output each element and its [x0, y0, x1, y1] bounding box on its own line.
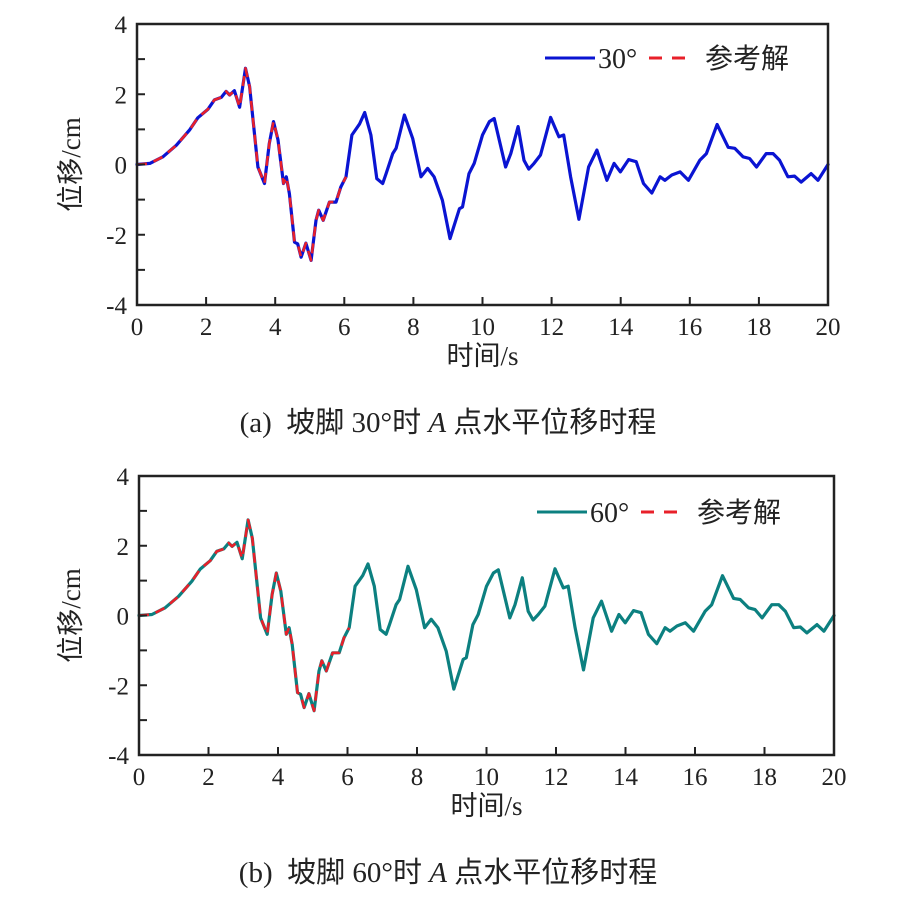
y-axis-label: 位移/cm — [56, 568, 86, 663]
x-axis-label: 时间/s — [446, 341, 518, 371]
x-tick-label: 12 — [544, 764, 569, 791]
y-tick-label: 4 — [115, 12, 128, 39]
x-tick-label: 0 — [131, 314, 144, 341]
x-tick-label: 6 — [338, 314, 351, 341]
x-tick-label: 14 — [613, 764, 639, 791]
legend-label-reference: 参考解 — [697, 497, 781, 529]
caption-text: (b) 坡脚 60°时 — [239, 856, 429, 889]
y-tick-label: 2 — [117, 534, 130, 561]
x-axis-label: 时间/s — [450, 791, 522, 821]
y-tick-label: 0 — [115, 153, 128, 180]
x-tick-label: 6 — [341, 764, 354, 791]
y-tick-label: -4 — [106, 293, 127, 320]
legend-label-angle: 30° — [598, 44, 637, 75]
y-tick-label: -2 — [106, 223, 127, 250]
x-tick-label: 2 — [202, 764, 215, 791]
series-line-reference — [138, 518, 351, 713]
legend-label-angle: 60° — [590, 498, 629, 529]
x-tick-label: 16 — [683, 764, 708, 791]
y-tick-label: 0 — [117, 604, 130, 631]
figure-caption: (a) 坡脚 30°时 A 点水平位移时程 — [240, 406, 657, 439]
caption-text: 点水平位移时程 — [447, 856, 657, 889]
x-tick-label: 0 — [133, 764, 146, 791]
x-tick-label: 8 — [407, 314, 420, 341]
x-tick-label: 10 — [474, 764, 499, 791]
figure-caption: (b) 坡脚 60°时 A 点水平位移时程 — [239, 856, 657, 889]
legend-label-reference: 参考解 — [705, 43, 789, 75]
x-tick-label: 14 — [608, 314, 634, 341]
x-tick-label: 2 — [200, 314, 213, 341]
caption-text: (a) 坡脚 30°时 — [240, 406, 429, 439]
x-tick-label: 4 — [272, 764, 285, 791]
x-tick-label: 18 — [746, 314, 771, 341]
caption-point-label: A — [426, 407, 446, 439]
x-tick-label: 12 — [539, 314, 564, 341]
y-tick-label: -4 — [108, 743, 129, 770]
x-tick-label: 20 — [816, 314, 841, 341]
x-tick-label: 18 — [752, 764, 777, 791]
x-tick-label: 20 — [822, 764, 847, 791]
x-tick-label: 16 — [677, 314, 702, 341]
x-tick-label: 10 — [470, 314, 495, 341]
x-tick-label: 8 — [411, 764, 424, 791]
x-tick-label: 4 — [269, 314, 282, 341]
y-tick-label: 4 — [117, 464, 130, 491]
caption-point-label: A — [427, 857, 447, 889]
y-tick-label: 2 — [115, 82, 128, 109]
series-line-reference — [136, 67, 348, 262]
y-axis-label: 位移/cm — [56, 117, 86, 212]
caption-text: 点水平位移时程 — [446, 406, 656, 439]
y-tick-label: -2 — [108, 673, 129, 700]
